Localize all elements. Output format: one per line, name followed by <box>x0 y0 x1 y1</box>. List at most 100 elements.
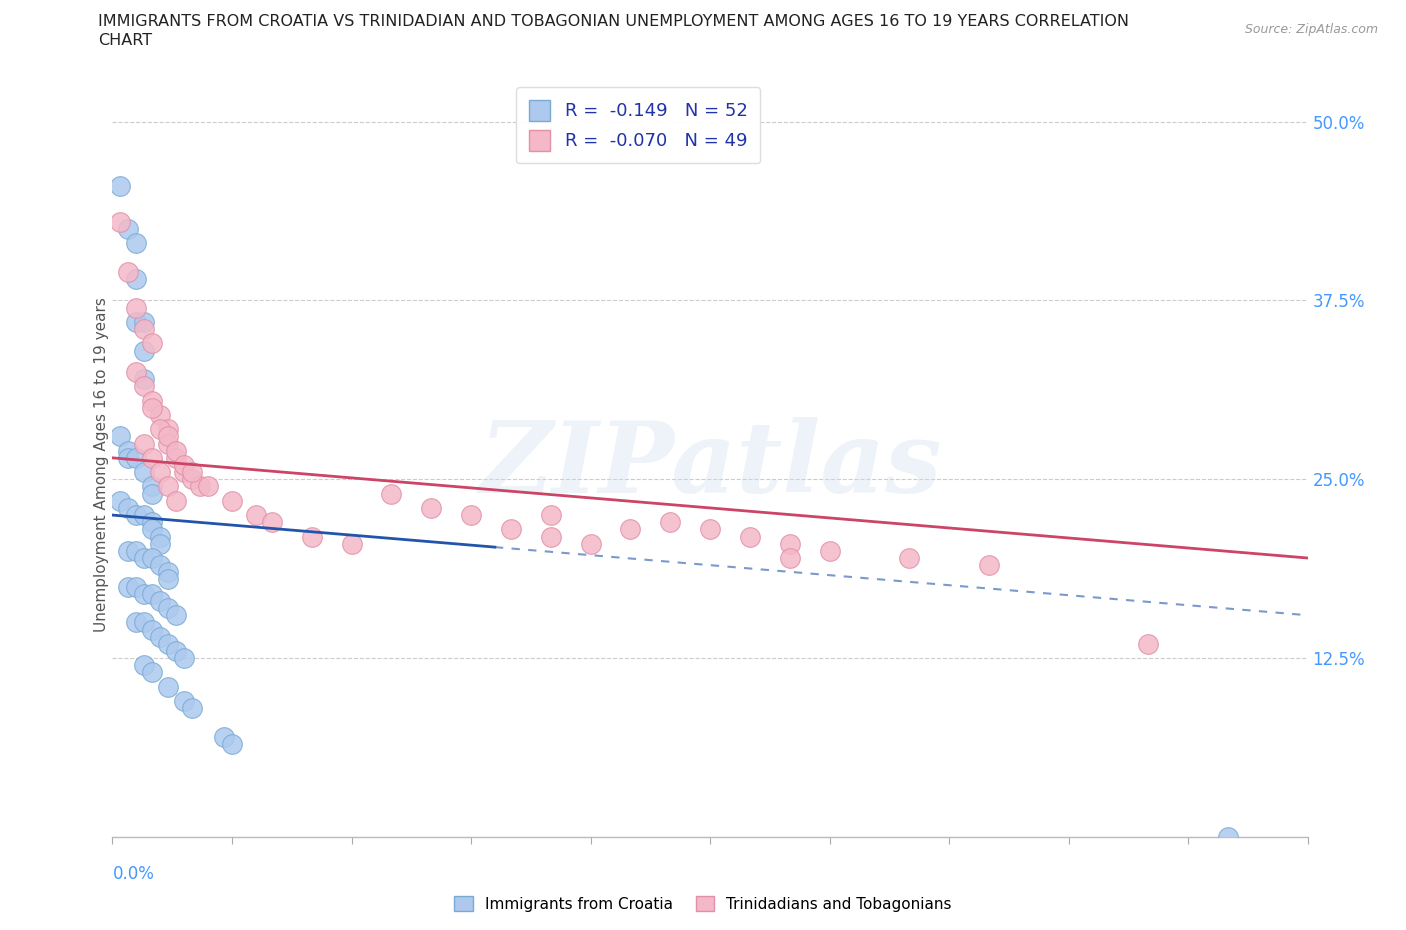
Point <box>110 179 132 193</box>
Point <box>117 543 139 558</box>
Point <box>125 450 148 465</box>
Point <box>165 450 187 465</box>
Point <box>181 701 204 716</box>
Point <box>141 551 163 565</box>
Text: CHART: CHART <box>98 33 152 47</box>
Legend: R =  -0.149   N = 52, R =  -0.070   N = 49: R = -0.149 N = 52, R = -0.070 N = 49 <box>516 87 761 163</box>
Point <box>173 694 195 709</box>
Point <box>134 508 156 523</box>
Point <box>779 551 801 565</box>
Point <box>420 500 443 515</box>
Point <box>141 522 163 537</box>
Point <box>157 572 180 587</box>
Point <box>141 665 163 680</box>
Point <box>779 537 801 551</box>
Point <box>141 586 163 601</box>
Point <box>149 529 172 544</box>
Point <box>125 543 148 558</box>
Legend: Immigrants from Croatia, Trinidadians and Tobagonians: Immigrants from Croatia, Trinidadians an… <box>449 889 957 918</box>
Point <box>173 458 195 472</box>
Point <box>181 465 204 480</box>
Point <box>197 479 219 494</box>
Point <box>134 551 156 565</box>
Point <box>117 579 139 594</box>
Point <box>221 737 243 751</box>
Point <box>818 543 841 558</box>
Point <box>110 493 132 508</box>
Point <box>149 407 172 422</box>
Point <box>898 551 921 565</box>
Point <box>134 379 156 393</box>
Point <box>141 336 163 351</box>
Point <box>738 529 761 544</box>
Point <box>380 486 402 501</box>
Point <box>499 522 522 537</box>
Point <box>173 465 195 480</box>
Point <box>221 493 243 508</box>
Point <box>460 508 482 523</box>
Point <box>157 636 180 651</box>
Point <box>149 465 172 480</box>
Point <box>125 579 148 594</box>
Point <box>540 508 562 523</box>
Point <box>141 486 163 501</box>
Point <box>117 264 139 279</box>
Point <box>117 450 139 465</box>
Y-axis label: Unemployment Among Ages 16 to 19 years: Unemployment Among Ages 16 to 19 years <box>94 298 108 632</box>
Point <box>157 601 180 616</box>
Point <box>165 444 187 458</box>
Point <box>157 422 180 437</box>
Point <box>134 586 156 601</box>
Point <box>141 400 163 415</box>
Point <box>134 343 156 358</box>
Point <box>141 479 163 494</box>
Point <box>181 472 204 486</box>
Point <box>157 565 180 579</box>
Point <box>659 515 682 530</box>
Point <box>125 300 148 315</box>
Point <box>301 529 323 544</box>
Point <box>134 314 156 329</box>
Point <box>125 236 148 251</box>
Point <box>117 444 139 458</box>
Point <box>141 515 163 530</box>
Point <box>110 214 132 229</box>
Point <box>141 393 163 408</box>
Point <box>141 622 163 637</box>
Point <box>1216 830 1239 844</box>
Point <box>165 608 187 623</box>
Point <box>125 314 148 329</box>
Point <box>134 615 156 630</box>
Point <box>540 529 562 544</box>
Text: ZIPatlas: ZIPatlas <box>479 417 941 513</box>
Point <box>134 658 156 672</box>
Point <box>165 644 187 658</box>
Point <box>134 372 156 387</box>
Point <box>149 630 172 644</box>
Text: 0.0%: 0.0% <box>112 865 155 884</box>
Point <box>141 450 163 465</box>
Point <box>619 522 641 537</box>
Text: Source: ZipAtlas.com: Source: ZipAtlas.com <box>1244 23 1378 36</box>
Point <box>157 429 180 444</box>
Point <box>125 365 148 379</box>
Point <box>212 729 235 744</box>
Point <box>110 429 132 444</box>
Point <box>117 221 139 236</box>
Point <box>157 679 180 694</box>
Point <box>125 508 148 523</box>
Point <box>134 436 156 451</box>
Point <box>188 479 211 494</box>
Text: IMMIGRANTS FROM CROATIA VS TRINIDADIAN AND TOBAGONIAN UNEMPLOYMENT AMONG AGES 16: IMMIGRANTS FROM CROATIA VS TRINIDADIAN A… <box>98 14 1129 29</box>
Point <box>134 322 156 337</box>
Point <box>117 500 139 515</box>
Point <box>260 515 283 530</box>
Point <box>157 436 180 451</box>
Point <box>165 493 187 508</box>
Point <box>149 558 172 573</box>
Point <box>149 537 172 551</box>
Point <box>157 479 180 494</box>
Point <box>149 422 172 437</box>
Point <box>579 537 602 551</box>
Point <box>149 593 172 608</box>
